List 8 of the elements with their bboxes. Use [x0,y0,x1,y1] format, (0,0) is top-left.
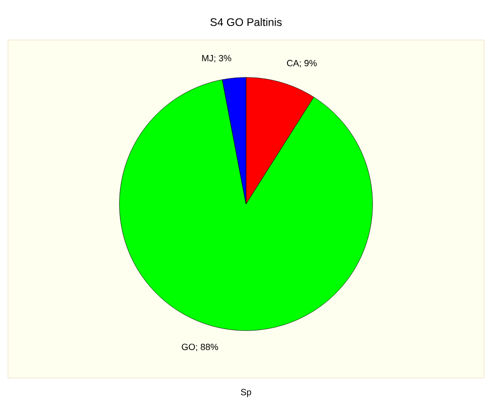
text: Sp [240,388,252,398]
slice-label: MJ [202,55,213,62]
data-label: ; 88% [196,344,218,352]
slice-label: GO [182,344,195,350]
chart-title: S4 GO Paltinis [210,18,282,26]
data-label: ; 3% [214,54,232,62]
data-label: ; 9% [300,60,317,68]
slice-label: CA [287,60,300,66]
